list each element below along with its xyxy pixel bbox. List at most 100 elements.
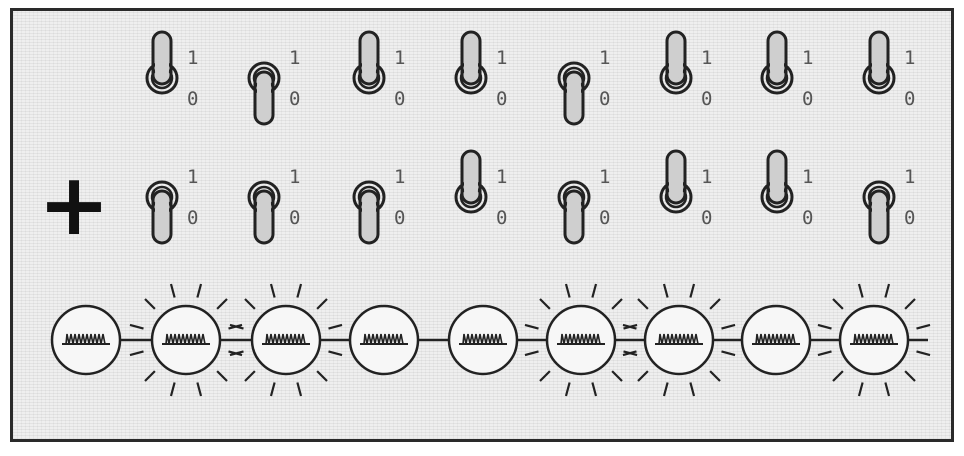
switch-lever-highlight [362,34,376,78]
bulb-ray [857,382,864,397]
filament-coil [853,333,894,345]
light-bulb-7 [622,283,736,397]
bulb-ray [328,323,343,330]
light-bulb-1 [50,304,122,376]
bulb-ray [637,298,649,310]
bulb-ray [316,298,328,310]
bulb-ray [857,283,864,298]
bulb-ray [689,283,696,298]
toggle-switch-bottom-2[interactable]: 10 [247,166,300,245]
bulb-ray [144,370,156,382]
bulb-rays-icon [229,283,343,397]
bulb-row [50,283,931,397]
switch-label-on: 1 [802,47,813,69]
switch-lever-highlight [567,197,581,241]
filament-coil [265,333,306,345]
switch-label-off: 0 [599,88,610,110]
light-bulb-3 [229,283,343,397]
bulb-ray [591,283,598,298]
switch-lever-highlight [770,153,784,197]
switch-label-on: 1 [701,47,712,69]
bulb-ray [129,350,144,357]
bulb-ray [229,323,244,330]
switch-label-off: 0 [802,207,813,229]
toggle-switch-bottom-4[interactable]: 10 [454,149,507,229]
switch-label-on: 1 [496,166,507,188]
bulb-ray [916,323,931,330]
bulb-ray [832,298,844,310]
filament-squiggle-icon [752,333,800,345]
toggle-switch-top-2[interactable]: 10 [247,47,300,126]
toggle-switch-top-5[interactable]: 10 [557,47,610,126]
toggle-switch-top-8[interactable]: 10 [862,30,915,110]
bulb-ray [524,350,539,357]
toggle-switch-bottom-8[interactable]: 10 [862,166,915,245]
switch-label-off: 0 [904,207,915,229]
filament-squiggle-icon [655,333,703,345]
bulb-rays-icon [622,283,736,397]
bulb-ray [169,283,176,298]
light-bulb-2 [129,283,243,397]
filament-coil [658,333,699,345]
filament-coil [755,333,796,345]
switch-label-off: 0 [496,88,507,110]
bulb-ray [709,298,721,310]
bulb-ray [817,350,832,357]
toggle-switch-bottom-3[interactable]: 10 [352,166,405,245]
switch-label-on: 1 [802,166,813,188]
light-bulb-5 [447,304,519,376]
toggle-switch-top-4[interactable]: 10 [454,30,507,110]
toggle-switch-bottom-7[interactable]: 10 [760,149,813,229]
bulb-ray [689,382,696,397]
bulb-ray [622,350,637,357]
toggle-switch-top-3[interactable]: 10 [352,30,405,110]
bulb-ray [229,350,244,357]
switch-label-off: 0 [496,207,507,229]
filament-squiggle-icon [360,333,408,345]
toggle-switch-bottom-6[interactable]: 10 [659,149,712,229]
switch-lever-highlight [155,34,169,78]
bulb-ray [269,283,276,298]
switch-lever-highlight [362,197,376,241]
bulb-ray [169,382,176,397]
filament-squiggle-icon [557,333,605,345]
bulb-ray [216,298,228,310]
bulb-ray [539,298,551,310]
bulb-ray [916,350,931,357]
plus-operator-label: + [38,155,110,255]
switch-label-on: 1 [599,47,610,69]
bulb-ray [564,283,571,298]
bulb-ray [709,370,721,382]
switch-lever-highlight [872,197,886,241]
switch-label-off: 0 [701,207,712,229]
filament-coil [363,333,404,345]
bulb-ray [611,370,623,382]
bulb-ray [662,382,669,397]
bulb-ray [524,323,539,330]
filament-squiggle-icon [262,333,310,345]
bulb-ray [564,382,571,397]
switch-label-on: 1 [599,166,610,188]
filament-squiggle-icon [850,333,898,345]
switch-label-on: 1 [187,166,198,188]
toggle-switch-top-1[interactable]: 10 [145,30,198,110]
switch-label-off: 0 [187,88,198,110]
toggle-switch-top-6[interactable]: 10 [659,30,712,110]
bulb-ray [269,382,276,397]
bulb-ray [721,323,736,330]
plus-operator-icon: + [38,155,110,255]
toggle-switch-bottom-1[interactable]: 10 [145,166,198,245]
switch-label-off: 0 [802,88,813,110]
switch-label-off: 0 [701,88,712,110]
switch-lever-highlight [872,34,886,78]
switch-label-off: 0 [599,207,610,229]
switch-label-off: 0 [904,88,915,110]
switch-lever-highlight [669,34,683,78]
bulb-rays-icon [817,283,931,397]
toggle-switch-top-7[interactable]: 10 [760,30,813,110]
toggle-switch-bottom-5[interactable]: 10 [557,166,610,245]
bulb-ray [832,370,844,382]
bulb-ray [296,382,303,397]
